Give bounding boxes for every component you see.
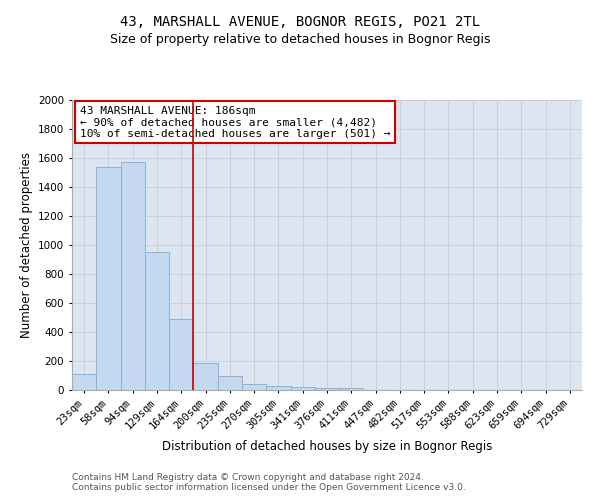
Bar bbox=[290, 387, 315, 390]
Bar bbox=[218, 376, 242, 390]
Bar bbox=[121, 162, 145, 390]
Text: 43, MARSHALL AVENUE, BOGNOR REGIS, PO21 2TL: 43, MARSHALL AVENUE, BOGNOR REGIS, PO21 … bbox=[120, 15, 480, 29]
X-axis label: Distribution of detached houses by size in Bognor Regis: Distribution of detached houses by size … bbox=[162, 440, 492, 452]
Bar bbox=[242, 384, 266, 390]
Text: Contains HM Land Registry data © Crown copyright and database right 2024.
Contai: Contains HM Land Registry data © Crown c… bbox=[72, 473, 466, 492]
Bar bbox=[169, 319, 193, 390]
Y-axis label: Number of detached properties: Number of detached properties bbox=[20, 152, 32, 338]
Text: Size of property relative to detached houses in Bognor Regis: Size of property relative to detached ho… bbox=[110, 32, 490, 46]
Bar bbox=[72, 374, 96, 390]
Bar bbox=[266, 386, 290, 390]
Bar bbox=[193, 363, 218, 390]
Text: 43 MARSHALL AVENUE: 186sqm
← 90% of detached houses are smaller (4,482)
10% of s: 43 MARSHALL AVENUE: 186sqm ← 90% of deta… bbox=[80, 106, 390, 139]
Bar bbox=[339, 388, 364, 390]
Bar bbox=[145, 252, 169, 390]
Bar bbox=[96, 166, 121, 390]
Bar bbox=[315, 388, 339, 390]
